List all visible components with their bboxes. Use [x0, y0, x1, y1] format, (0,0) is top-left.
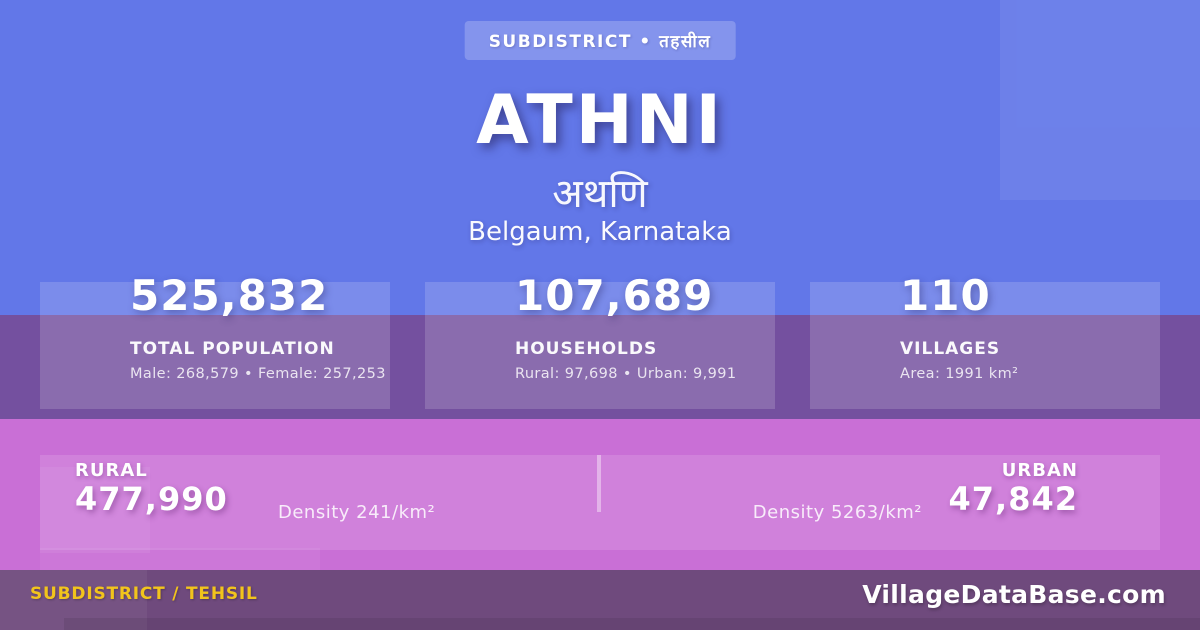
rural-urban-panel — [40, 455, 1160, 550]
decor-bottom-strip — [64, 618, 1200, 630]
rural-value: 477,990 — [75, 480, 228, 518]
location-subtitle: Belgaum, Karnataka — [468, 217, 732, 247]
page-title: ATHNI — [476, 81, 724, 160]
rural-stat-group: RURAL 477,990 — [75, 460, 228, 515]
decor-footer-left-rect — [0, 570, 147, 630]
page-title-native: अथणि — [552, 171, 648, 217]
stat-card-villages: 110 VILLAGES Area: 1991 km² — [810, 275, 1160, 409]
footer-band — [0, 570, 1200, 630]
urban-value: 47,842 — [948, 480, 1078, 518]
urban-label: URBAN — [1001, 460, 1078, 481]
footer-site-link[interactable]: VillageDataBase.com — [862, 579, 1166, 609]
footer-type-label: SUBDISTRICT / TEHSIL — [30, 584, 258, 604]
rural-urban-divider — [597, 455, 601, 512]
decor-top-right-rect — [1000, 0, 1200, 200]
villages-detail: Area: 1991 km² — [900, 366, 1019, 382]
urban-density: Density 5263/km² — [752, 502, 922, 523]
rural-density: Density 241/km² — [278, 502, 436, 523]
total-population-value: 525,832 — [130, 271, 329, 320]
rural-urban-band-background — [0, 419, 1200, 570]
households-value: 107,689 — [515, 271, 714, 320]
decor-pink-bottomleft-rect — [40, 548, 320, 570]
villages-value: 110 — [900, 271, 991, 320]
subdistrict-badge: SUBDISTRICT • तहसील — [464, 21, 736, 60]
stat-card-total-population: 525,832 TOTAL POPULATION Male: 268,579 •… — [40, 275, 390, 409]
urban-stat-group: URBAN 47,842 — [949, 460, 1078, 515]
households-detail: Rural: 97,698 • Urban: 9,991 — [515, 366, 737, 382]
total-population-detail: Male: 268,579 • Female: 257,253 — [130, 366, 386, 382]
decor-pink-left-rect — [40, 467, 150, 553]
villages-label: VILLAGES — [900, 339, 1001, 359]
rural-label: RURAL — [75, 460, 148, 481]
total-population-label: TOTAL POPULATION — [130, 339, 335, 359]
stats-band-background — [0, 315, 1200, 419]
stat-card-households: 107,689 HOUSEHOLDS Rural: 97,698 • Urban… — [425, 275, 775, 409]
households-label: HOUSEHOLDS — [515, 339, 658, 359]
